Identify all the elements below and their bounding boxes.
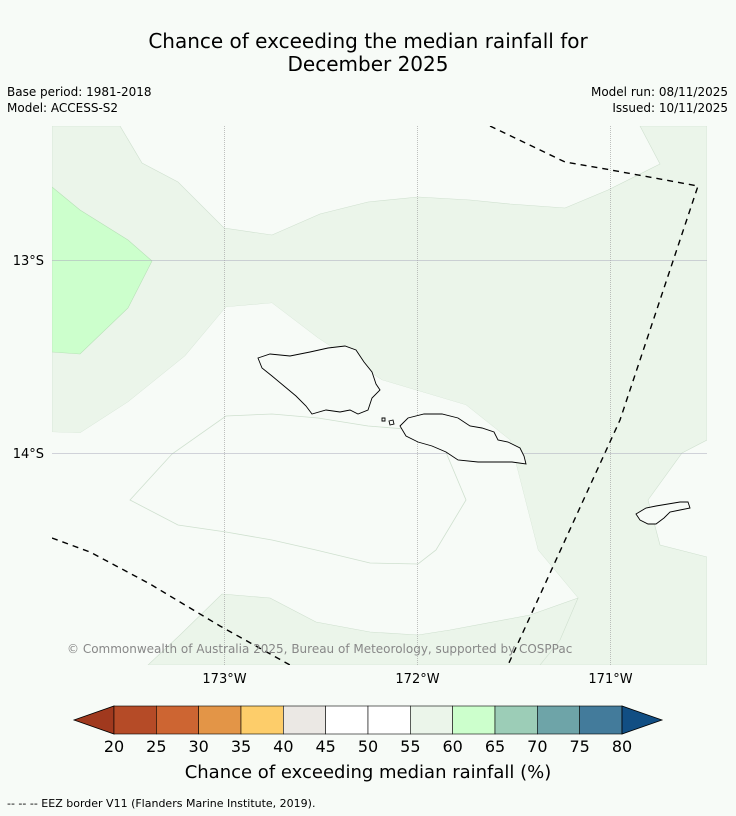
title-line-2: December 2025 <box>287 52 449 76</box>
island-savaii <box>257 345 381 415</box>
colorbar-tick-35: 35 <box>231 737 251 756</box>
base-period: Base period: 1981-2018 <box>7 85 152 99</box>
colorbar-tick-25: 25 <box>146 737 166 756</box>
colorbar-swatch-50-55 <box>367 705 411 735</box>
model-name: Model: ACCESS-S2 <box>7 101 119 115</box>
title-line-1: Chance of exceeding the median rainfall … <box>148 29 588 53</box>
copyright-text: © Commonwealth of Australia 2025, Bureau… <box>67 642 572 656</box>
colorbar <box>72 705 664 735</box>
model-run: Model run: 08/11/2025 <box>590 85 728 99</box>
colorbar-swatch-45-50 <box>325 705 369 735</box>
colorbar-swatch-60-65 <box>452 705 496 735</box>
colorbar-tick-75: 75 <box>569 737 589 756</box>
colorbar-swatch-65-70 <box>494 705 538 735</box>
colorbar-tick-40: 40 <box>273 737 293 756</box>
colorbar-tick-65: 65 <box>485 737 505 756</box>
colorbar-swatch-75-80 <box>579 705 623 735</box>
colorbar-ticks: 20 25 30 35 40 45 50 55 60 65 70 75 80 <box>104 737 632 756</box>
colorbar-tick-70: 70 <box>527 737 547 756</box>
meta-left: Base period: 1981-2018 Model: ACCESS-S2 <box>7 84 152 116</box>
lat-label-14s: 14°S <box>13 447 44 462</box>
chart-title: Chance of exceeding the median rainfall … <box>0 30 736 76</box>
colorbar-swatch-70-75 <box>537 705 580 735</box>
lon-label-171w: 171°W <box>588 672 632 687</box>
colorbar-tick-50: 50 <box>358 737 378 756</box>
region-50-55-centre <box>52 303 578 665</box>
region-60-65 <box>52 186 153 355</box>
colorbar-label: Chance of exceeding median rainfall (%) <box>185 762 552 783</box>
gridlines <box>52 126 707 665</box>
colorbar-swatch-20-25 <box>113 705 157 735</box>
colorbar-tick-20: 20 <box>104 737 124 756</box>
colorbar-tick-30: 30 <box>188 737 208 756</box>
colorbar-swatch-25-30 <box>156 705 199 735</box>
colorbar-swatch-55-60 <box>410 705 453 735</box>
island-upolu <box>399 413 527 465</box>
colorbar-tick-55: 55 <box>400 737 420 756</box>
island-tutuila <box>635 501 691 525</box>
islands <box>257 345 691 525</box>
eez-border-west <box>52 537 291 665</box>
issued-date: Issued: 10/11/2025 <box>612 101 728 115</box>
meta-right: Model run: 08/11/2025 Issued: 10/11/2025 <box>591 84 728 116</box>
region-55-60-lower <box>147 593 579 665</box>
island-apolima <box>381 417 386 422</box>
eez-border-east <box>489 126 699 665</box>
colorbar-extend-low <box>72 705 115 735</box>
colorbar-extend-high <box>621 705 664 735</box>
lon-label-172w: 172°W <box>395 672 439 687</box>
colorbar-tick-80: 80 <box>612 737 632 756</box>
map-area <box>52 126 707 665</box>
lon-label-173w: 173°W <box>202 672 246 687</box>
contour-inner <box>129 413 467 565</box>
colorbar-tick-60: 60 <box>442 737 462 756</box>
island-manono <box>388 419 395 426</box>
eez-footnote: -- -- -- EEZ border V11 (Flanders Marine… <box>7 797 316 810</box>
colorbar-tick-45: 45 <box>315 737 335 756</box>
lat-label-13s: 13°S <box>13 254 44 269</box>
colorbar-swatch-35-40 <box>240 705 284 735</box>
eez-border <box>52 126 699 665</box>
colorbar-swatch-30-35 <box>198 705 242 735</box>
colorbar-swatch-40-45 <box>283 705 326 735</box>
